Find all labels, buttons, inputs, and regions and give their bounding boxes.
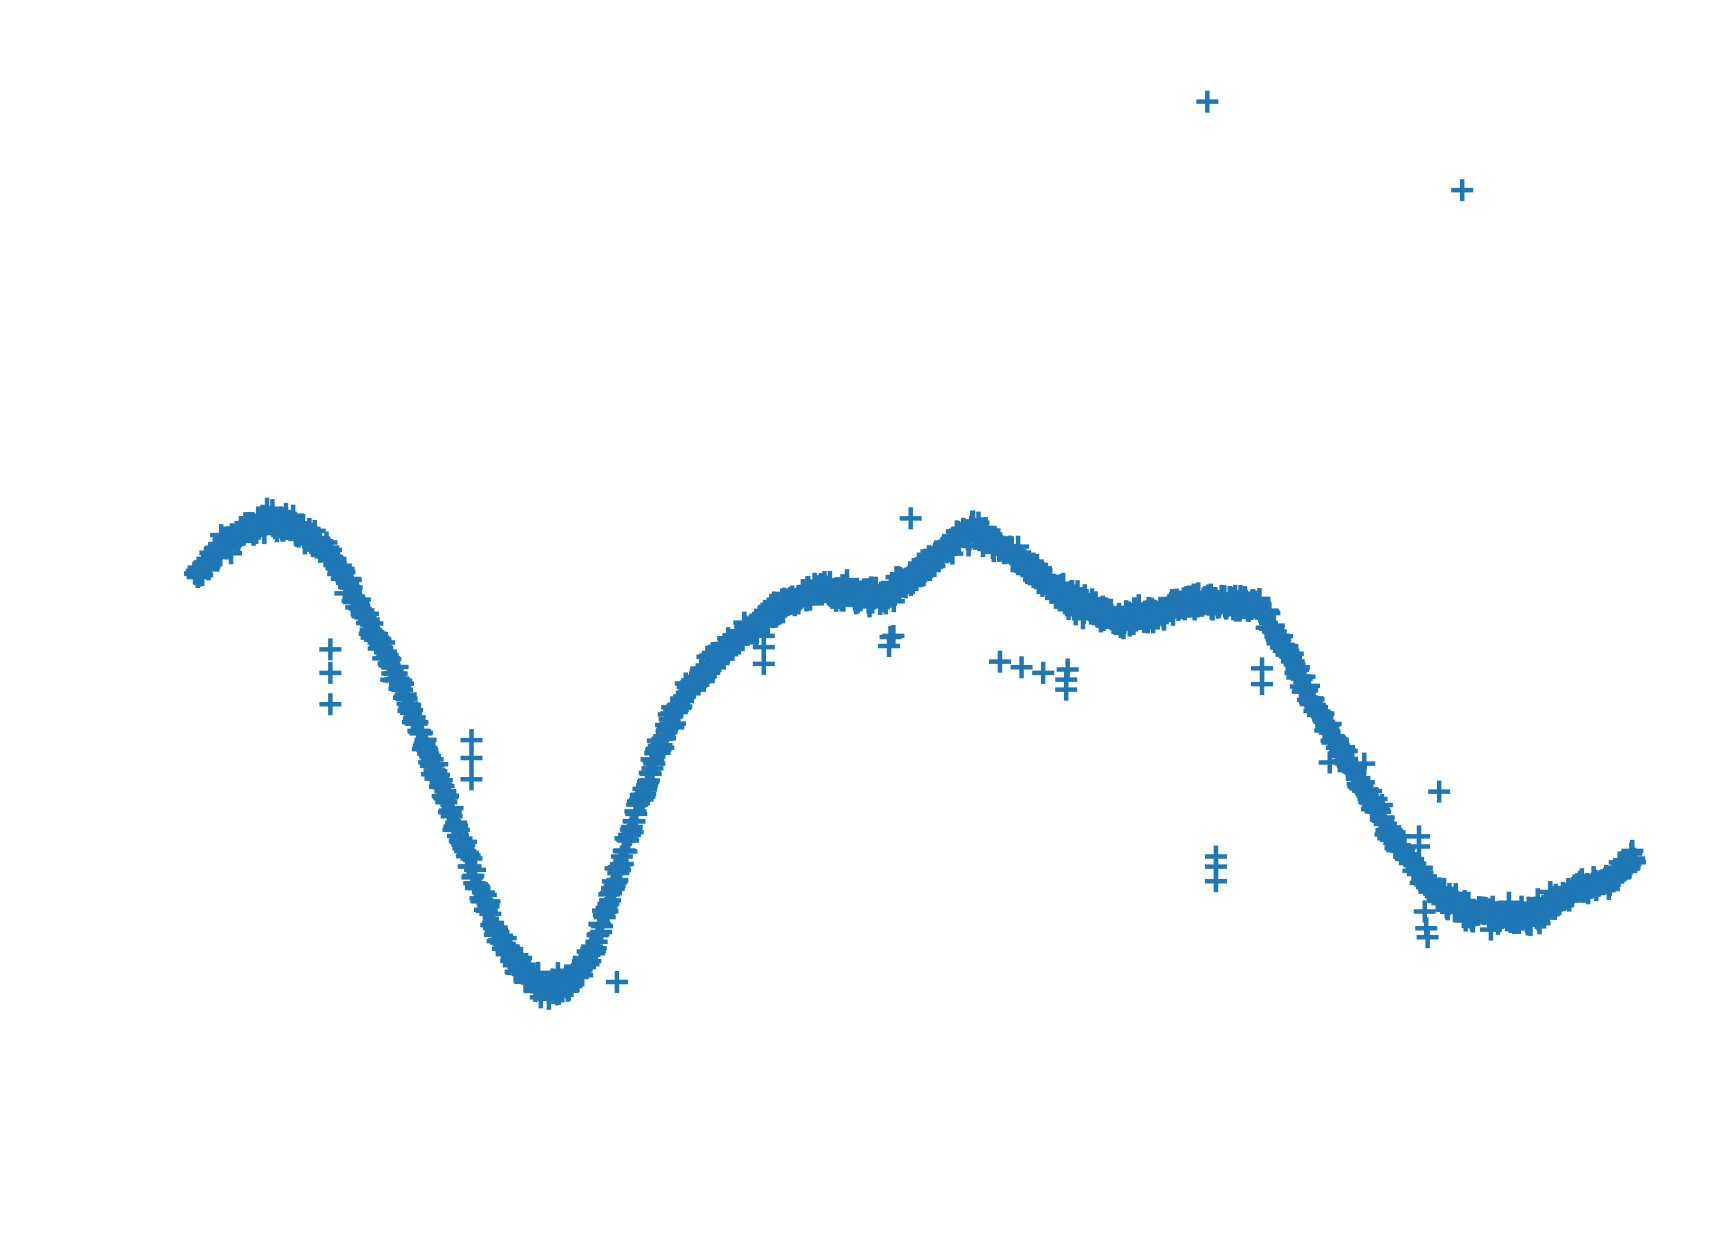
data-point	[441, 797, 464, 820]
outlier-point	[1353, 752, 1376, 775]
outlier-point	[1196, 90, 1219, 113]
outlier-point	[1428, 780, 1451, 803]
outlier-point	[319, 693, 342, 716]
outlier-point	[1408, 835, 1430, 858]
outlier-point	[1010, 656, 1033, 679]
outlier-point	[460, 747, 483, 769]
outlier-point	[1056, 658, 1079, 681]
outlier-point	[1410, 856, 1433, 879]
outlier-point	[899, 507, 922, 530]
outlier-point	[605, 971, 628, 993]
outlier-point	[988, 650, 1011, 673]
data-point	[1624, 851, 1646, 874]
outlier-point	[1451, 179, 1474, 202]
outlier-point	[1413, 900, 1436, 923]
outlier-series	[319, 90, 1474, 993]
trend-series	[184, 497, 1646, 1010]
outlier-point	[319, 661, 342, 684]
outlier-point	[1318, 751, 1341, 774]
outlier-point	[882, 624, 905, 647]
outlier-point	[1032, 661, 1055, 684]
outlier-point	[1204, 870, 1227, 893]
outlier-point	[460, 768, 483, 791]
outlier-point	[752, 624, 775, 647]
outlier-point	[1251, 657, 1274, 680]
outlier-point	[319, 638, 342, 661]
